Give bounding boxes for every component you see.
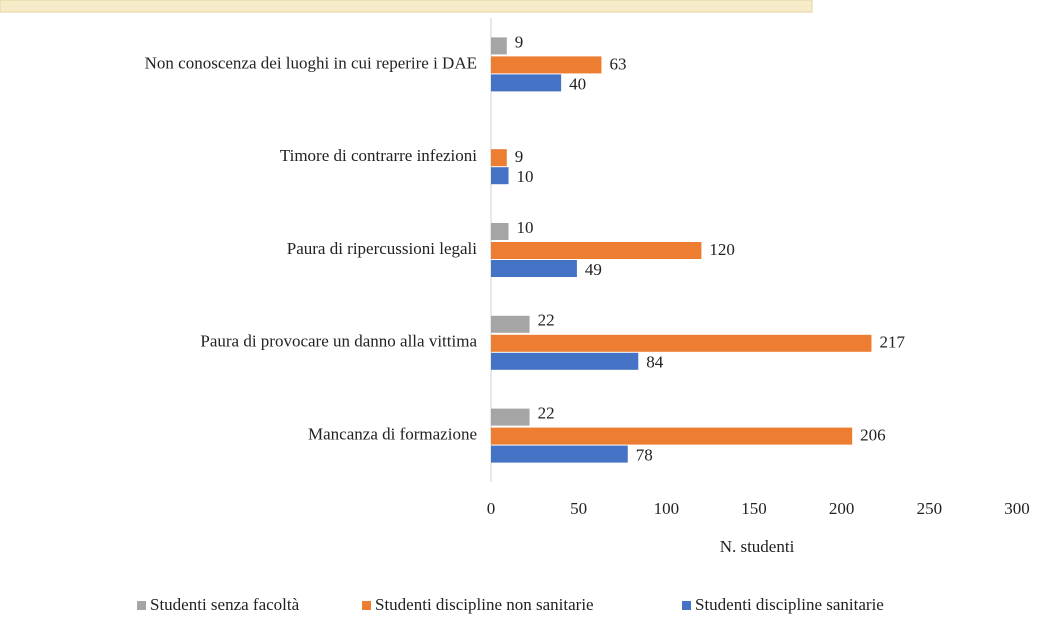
bar — [491, 37, 507, 55]
data-label: 84 — [646, 353, 664, 372]
data-label: 10 — [517, 167, 534, 186]
bar — [491, 56, 602, 74]
y-tick-label: Paura di provocare un danno alla vittima — [200, 332, 477, 351]
data-label: 10 — [517, 218, 534, 237]
data-label: 49 — [585, 260, 602, 279]
bar — [491, 315, 530, 333]
caption-band — [0, 0, 813, 13]
data-label: 63 — [609, 54, 626, 73]
data-label: 217 — [879, 333, 905, 352]
y-tick-label: Non conoscenza dei luoghi in cui reperir… — [145, 53, 477, 72]
bar — [491, 223, 509, 240]
data-label: 120 — [709, 240, 735, 259]
x-tick-label: 50 — [570, 499, 587, 518]
legend-label: Studenti discipline sanitarie — [695, 595, 884, 614]
x-axis-title: N. studenti — [720, 537, 795, 556]
data-label: 40 — [569, 74, 586, 93]
legend-swatch — [682, 601, 691, 610]
bar — [491, 334, 872, 352]
data-label: 22 — [538, 311, 555, 330]
legend-label: Studenti discipline non sanitarie — [375, 595, 594, 614]
x-tick-label: 300 — [1004, 499, 1030, 518]
bar — [491, 149, 507, 167]
bar — [491, 352, 639, 370]
data-label: 22 — [538, 404, 555, 423]
bar — [491, 74, 562, 92]
legend-label: Studenti senza facoltà — [150, 595, 300, 614]
x-tick-label: 100 — [654, 499, 680, 518]
data-label: 206 — [860, 426, 886, 445]
bar — [491, 260, 577, 277]
bar — [491, 427, 853, 445]
y-tick-label: Mancanza di formazione — [308, 425, 477, 444]
bar — [491, 242, 702, 259]
legend-swatch — [362, 601, 371, 610]
legend-swatch — [137, 601, 146, 610]
bar — [491, 445, 628, 463]
x-tick-label: 0 — [487, 499, 496, 518]
x-tick-label: 200 — [829, 499, 855, 518]
data-label: 78 — [636, 446, 653, 465]
data-label: 9 — [515, 32, 524, 51]
bar — [491, 167, 509, 185]
data-label: 9 — [515, 147, 524, 166]
y-tick-label: Timore di contrarre infezioni — [280, 146, 477, 165]
x-tick-label: 150 — [741, 499, 767, 518]
x-tick-label: 250 — [917, 499, 943, 518]
bar — [491, 408, 530, 426]
y-tick-label: Paura di ripercussioni legali — [287, 239, 478, 258]
